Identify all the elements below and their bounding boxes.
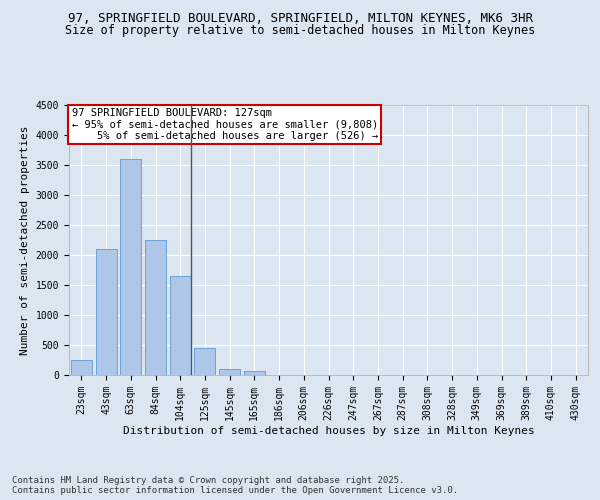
Bar: [71, 360, 92, 375]
Bar: [170, 276, 191, 375]
X-axis label: Distribution of semi-detached houses by size in Milton Keynes: Distribution of semi-detached houses by …: [122, 426, 535, 436]
Bar: [194, 348, 215, 375]
Text: Contains HM Land Registry data © Crown copyright and database right 2025.
Contai: Contains HM Land Registry data © Crown c…: [12, 476, 458, 495]
Bar: [120, 159, 141, 375]
Bar: [244, 372, 265, 375]
Text: Size of property relative to semi-detached houses in Milton Keynes: Size of property relative to semi-detach…: [65, 24, 535, 37]
Bar: [219, 369, 240, 375]
Y-axis label: Number of semi-detached properties: Number of semi-detached properties: [20, 125, 30, 355]
Bar: [95, 249, 116, 375]
Text: 97 SPRINGFIELD BOULEVARD: 127sqm
← 95% of semi-detached houses are smaller (9,80: 97 SPRINGFIELD BOULEVARD: 127sqm ← 95% o…: [71, 108, 378, 141]
Text: 97, SPRINGFIELD BOULEVARD, SPRINGFIELD, MILTON KEYNES, MK6 3HR: 97, SPRINGFIELD BOULEVARD, SPRINGFIELD, …: [67, 12, 533, 26]
Bar: [145, 240, 166, 375]
